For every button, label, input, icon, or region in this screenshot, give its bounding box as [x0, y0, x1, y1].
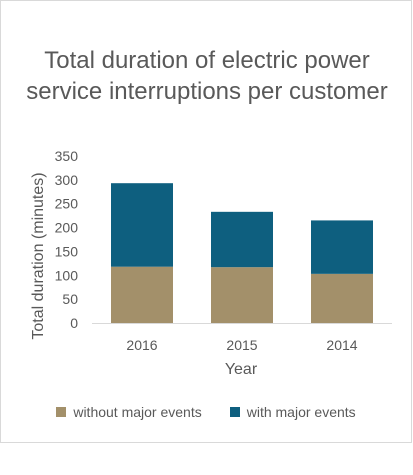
legend-item-with-major-events: with major events — [229, 404, 356, 420]
chart-plot: 0 50 100 150 200 250 300 350 2016 2015 2014 Total… — [30, 148, 392, 378]
y-tick-label: 100 — [55, 267, 79, 283]
legend-swatch-without-major-events — [56, 407, 67, 417]
legend-label-with-major-events: with major events — [246, 404, 356, 420]
bar-group — [111, 183, 373, 323]
x-tick-label: 2016 — [126, 337, 157, 353]
x-tick-label: 2014 — [326, 337, 357, 353]
bar-with-major-events-2016 — [111, 183, 173, 267]
bar-with-major-events-2014 — [311, 220, 373, 274]
legend-label-without-major-events: without major events — [73, 404, 202, 420]
legend-swatch-with-major-events — [229, 407, 240, 417]
y-tick-label: 0 — [70, 315, 78, 331]
y-tick-label: 150 — [55, 243, 79, 259]
bar-with-major-events-2015 — [211, 211, 273, 268]
legend-item-without-major-events: without major events — [56, 404, 202, 420]
x-axis-title: Year — [225, 361, 258, 378]
bar-without-major-events-2014 — [311, 273, 373, 323]
y-tick-label: 50 — [62, 291, 78, 307]
x-axis-ticks: 2016 2015 2014 — [126, 337, 357, 353]
y-tick-label: 200 — [55, 220, 79, 236]
chart-title: Total duration of electric power service… — [26, 47, 388, 105]
chart-legend: without major events with major events — [0, 404, 412, 420]
y-tick-label: 350 — [55, 148, 79, 164]
bar-without-major-events-2016 — [111, 266, 173, 323]
y-axis-ticks: 0 50 100 150 200 250 300 350 — [55, 148, 79, 331]
bar-without-major-events-2015 — [211, 267, 273, 323]
y-tick-label: 250 — [55, 196, 79, 212]
y-tick-label: 300 — [55, 172, 79, 188]
y-axis-title: Total duration (minutes) — [30, 172, 47, 339]
x-tick-label: 2015 — [226, 337, 257, 353]
